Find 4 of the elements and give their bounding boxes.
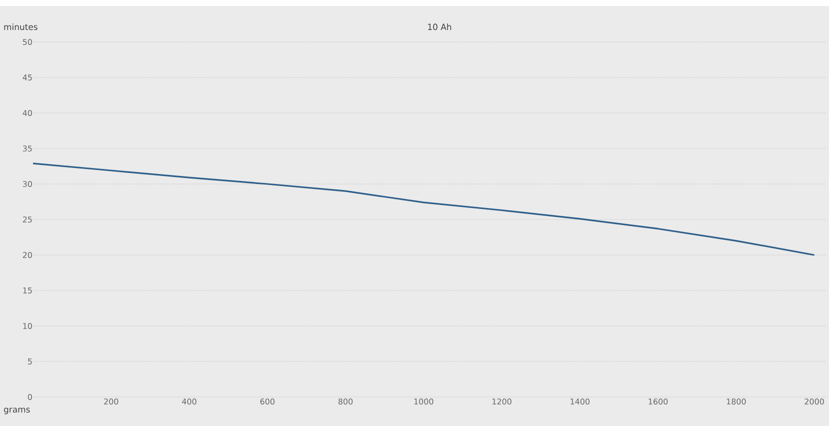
y-axis-title: minutes (4, 24, 38, 30)
line-series (32, 162, 816, 256)
chart-title: 10 Ah (428, 24, 452, 30)
x-axis-title: grams (4, 408, 30, 414)
